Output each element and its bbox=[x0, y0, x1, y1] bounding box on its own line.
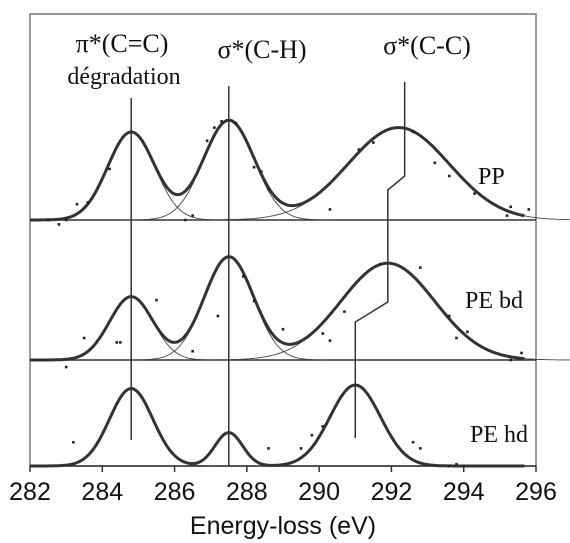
data-point bbox=[299, 447, 303, 450]
data-point bbox=[191, 349, 194, 353]
data-point bbox=[267, 187, 270, 191]
data-point bbox=[520, 351, 523, 355]
data-point bbox=[252, 299, 256, 303]
data-point bbox=[213, 126, 216, 129]
x-tick-label: 286 bbox=[154, 478, 196, 506]
peak-label-pi-cc: π*(C=C) bbox=[76, 29, 169, 58]
fit-curves bbox=[30, 118, 525, 468]
data-point bbox=[57, 223, 61, 226]
x-tick-label: 294 bbox=[443, 478, 485, 506]
x-tick-label: 290 bbox=[298, 478, 340, 506]
data-point bbox=[184, 218, 187, 222]
data-point bbox=[234, 121, 238, 125]
data-point bbox=[411, 130, 415, 134]
data-point bbox=[220, 120, 223, 123]
series-label-pe-hd: PE hd bbox=[470, 422, 528, 448]
x-tick-label: 284 bbox=[81, 478, 123, 506]
data-point bbox=[72, 440, 75, 444]
series-label-pe-bd: PE bd bbox=[465, 288, 523, 314]
data-point bbox=[466, 330, 469, 334]
fit-curve bbox=[30, 118, 525, 222]
data-point bbox=[46, 218, 50, 222]
data-point bbox=[155, 298, 158, 302]
x-axis-ticks: 282 284 286 288 290 292 294 296 bbox=[9, 466, 557, 506]
data-point bbox=[191, 214, 194, 217]
data-point bbox=[267, 447, 270, 450]
data-point bbox=[241, 275, 245, 278]
peak-labels: π*(C=C) dégradation σ*(C-H) σ*(C-C) PP P… bbox=[67, 29, 528, 448]
series-label-pp: PP bbox=[478, 164, 505, 190]
data-point bbox=[216, 314, 220, 318]
data-point bbox=[75, 202, 79, 206]
data-point bbox=[527, 208, 531, 211]
data-point bbox=[509, 358, 512, 362]
data-point bbox=[321, 332, 325, 335]
data-point bbox=[455, 462, 458, 466]
data-point bbox=[64, 365, 68, 369]
data-point bbox=[64, 218, 68, 222]
x-tick-label: 292 bbox=[371, 478, 413, 506]
data-point bbox=[115, 341, 119, 344]
data-point bbox=[447, 464, 451, 468]
data-point bbox=[433, 161, 437, 165]
data-point bbox=[343, 310, 346, 313]
data-point bbox=[86, 201, 90, 204]
data-point bbox=[411, 440, 415, 444]
peak-lines bbox=[130, 82, 406, 466]
data-point bbox=[328, 208, 332, 211]
data-point bbox=[447, 314, 451, 318]
data-point bbox=[419, 447, 422, 450]
x-tick-label: 288 bbox=[226, 478, 268, 506]
data-point bbox=[108, 167, 111, 171]
data-point bbox=[419, 266, 422, 269]
data-points bbox=[46, 120, 531, 468]
data-point bbox=[372, 141, 375, 144]
fit-curve bbox=[30, 255, 525, 362]
data-point bbox=[473, 192, 476, 195]
data-point bbox=[252, 165, 256, 169]
component-curve bbox=[196, 127, 570, 221]
peak-label-sigma-cc: σ*(C-C) bbox=[383, 31, 471, 60]
data-point bbox=[321, 425, 325, 428]
data-point bbox=[310, 433, 314, 437]
x-tick-label: 282 bbox=[9, 478, 51, 506]
fit-curve bbox=[30, 383, 525, 468]
data-point bbox=[509, 205, 512, 209]
x-tick-label: 296 bbox=[515, 478, 557, 506]
data-point bbox=[328, 339, 332, 342]
data-point bbox=[505, 214, 509, 217]
x-axis-label: Energy-loss (eV) bbox=[190, 512, 376, 540]
data-point bbox=[379, 262, 382, 266]
peak-line-sigma-cc bbox=[354, 82, 406, 438]
data-point bbox=[119, 341, 122, 344]
peak-label-sigma-ch: σ*(C-H) bbox=[217, 35, 306, 64]
data-point bbox=[82, 336, 86, 340]
data-point bbox=[447, 174, 451, 178]
peak-label-degradation: dégradation bbox=[67, 64, 180, 90]
data-point bbox=[205, 139, 209, 143]
data-point bbox=[260, 170, 263, 173]
data-point bbox=[357, 148, 361, 151]
data-point bbox=[281, 327, 285, 331]
data-point bbox=[455, 336, 458, 340]
